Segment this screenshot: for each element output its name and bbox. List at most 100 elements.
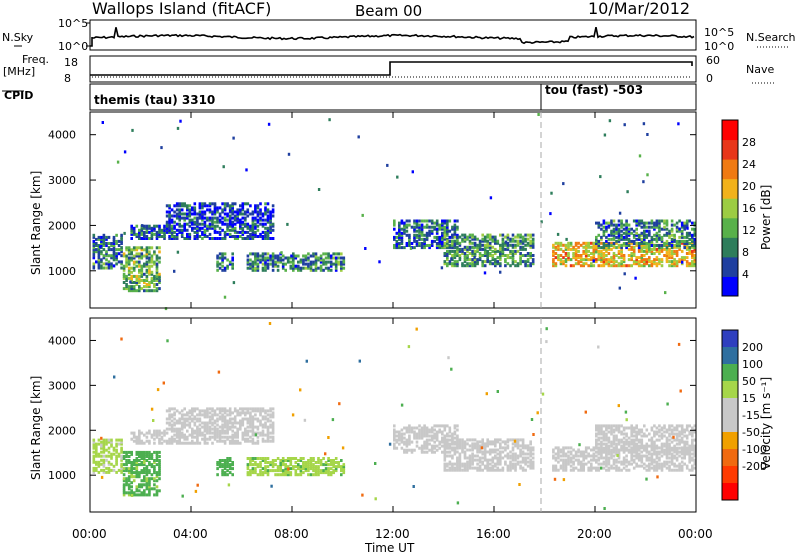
velocity-cell [256,465,260,469]
velocity-cell [175,419,179,423]
power-cell [261,222,265,226]
velocity-cell [481,462,484,466]
power-cell [105,235,108,239]
velocity-cell [486,458,489,462]
velocity-cell [153,459,156,462]
power-cell [668,233,671,237]
velocity-cell [92,468,96,472]
power-cell [400,242,404,245]
power-cell [140,228,144,232]
power-cell [430,229,434,233]
velocity-cell [241,433,245,437]
velocity-cell [468,454,472,458]
power-cell [143,272,146,276]
power-cell [595,221,598,225]
power-cell [408,242,411,245]
power-cell [665,256,669,260]
power-cell [334,260,338,264]
velocity-cell [100,450,103,454]
velocity-cell [127,493,131,497]
velocity-cell [175,427,179,431]
velocity-cell [451,432,454,436]
velocity-cell [173,427,176,431]
velocity-cell [430,450,434,454]
velocity-cell [514,466,517,470]
velocity-cell [97,464,101,468]
velocity-cell [249,473,252,477]
velocity-cell [668,424,671,428]
power-cell [127,246,131,250]
power-cell [435,219,439,223]
velocity-cell [496,456,500,460]
power-cell [127,256,131,260]
power-cell [461,239,464,243]
velocity-cell [178,419,181,423]
velocity-cell [605,428,608,432]
power-cell [461,262,464,266]
power-cell [398,229,401,233]
power-cell [466,237,469,241]
velocity-cell [231,467,234,471]
power-cell [660,246,664,250]
velocity-cell [448,438,452,442]
velocity-cell [610,432,613,436]
power-cell [274,262,277,266]
power-cell [138,264,141,268]
velocity-cell [186,423,189,427]
power-cell [658,227,661,231]
velocity-cell [208,431,212,435]
velocity-cell [400,440,404,444]
power-cell [461,237,464,241]
power-cell [451,254,454,257]
power-cell [607,242,611,245]
power-cell [158,274,161,278]
power-cell [127,260,131,264]
velocity-cell [191,433,194,437]
velocity-cell [130,469,133,473]
power-cell [132,246,136,250]
power-cell [602,254,606,257]
power-cell [289,264,293,268]
velocity-cell [239,427,242,431]
power-cell [486,235,489,239]
power-cell [602,252,606,255]
velocity-cell [597,450,601,454]
power-cell [448,249,452,253]
velocity-cell [324,471,328,475]
power-cell [620,256,623,260]
power-cell [297,260,300,264]
power-cell [433,225,436,229]
power-cell [115,242,118,245]
velocity-cell [246,417,250,421]
power-cell [249,235,252,238]
power-cell [617,262,621,266]
velocity-cell [610,454,613,458]
power-cell [211,237,214,240]
velocity-cell [309,463,313,467]
velocity-cell [110,454,113,458]
velocity-cell [130,481,133,485]
velocity-cell [574,452,578,456]
power-cell [302,258,305,262]
power-cell [602,260,606,264]
power-cell [441,235,444,239]
velocity-cell [468,444,472,448]
velocity-cell [186,419,189,423]
velocity-cell [579,468,583,472]
power-cell [607,246,611,250]
velocity-cell [519,452,522,456]
power-cell [655,249,659,253]
velocity-cell [655,426,659,430]
power-cell [191,222,194,226]
power-cell [264,258,267,262]
power-cell [307,252,310,256]
velocity-cell [259,463,262,467]
power-cell [145,289,149,293]
power-cell [150,228,154,232]
velocity-cell [312,469,315,473]
power-cell [97,237,101,241]
velocity-cell [531,466,535,470]
velocity-cell [130,431,133,435]
velocity-cell [155,475,159,479]
power-cell [456,260,459,264]
